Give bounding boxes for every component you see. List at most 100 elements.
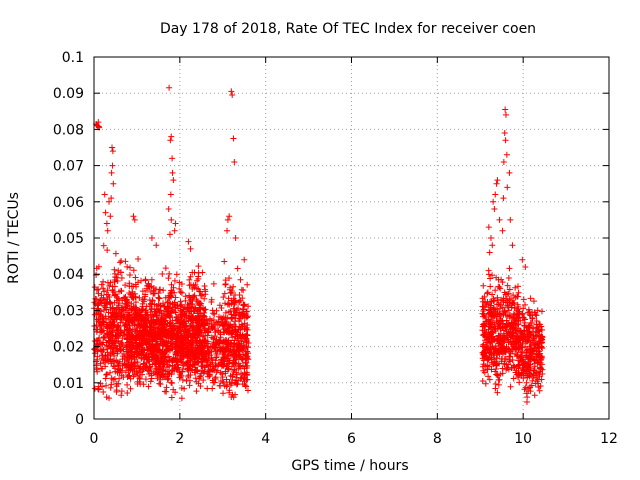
data-point	[167, 293, 174, 300]
data-point	[487, 275, 494, 282]
data-point	[220, 390, 227, 397]
data-point	[168, 133, 175, 140]
data-point	[162, 265, 169, 272]
data-point	[195, 355, 202, 362]
data-point	[147, 378, 154, 385]
data-point	[242, 371, 249, 378]
data-point	[166, 312, 173, 319]
data-point	[186, 301, 193, 308]
data-point	[187, 245, 194, 252]
data-point	[527, 295, 534, 302]
data-point	[209, 307, 216, 314]
data-point	[501, 361, 508, 368]
data-point	[522, 263, 529, 270]
data-point	[216, 302, 223, 309]
data-point	[230, 312, 237, 319]
data-point	[227, 346, 234, 353]
data-point	[500, 295, 507, 302]
data-point	[219, 371, 226, 378]
y-tick-label: 0	[75, 412, 84, 428]
data-point	[241, 333, 248, 340]
data-point	[516, 379, 523, 386]
data-point	[194, 333, 201, 340]
data-point	[199, 269, 206, 276]
data-point	[192, 281, 199, 288]
data-point	[203, 316, 210, 323]
data-point	[503, 111, 509, 118]
data-point	[229, 327, 236, 334]
data-point	[132, 274, 139, 281]
data-point	[504, 184, 511, 191]
data-point	[157, 381, 164, 388]
data-point	[232, 391, 239, 398]
data-point	[235, 348, 242, 355]
data-point	[158, 350, 165, 357]
data-point	[97, 380, 104, 387]
data-point	[126, 305, 133, 312]
data-point	[171, 277, 178, 284]
data-point	[231, 337, 238, 344]
data-point	[243, 364, 250, 371]
data-point	[531, 357, 538, 364]
data-point	[150, 313, 157, 320]
data-point	[142, 376, 149, 383]
data-point	[207, 363, 214, 370]
data-point	[167, 137, 174, 144]
data-point	[136, 375, 143, 382]
data-point	[109, 162, 116, 169]
data-point	[206, 321, 213, 328]
data-point	[204, 328, 211, 335]
data-point	[107, 356, 114, 363]
data-point	[209, 359, 216, 366]
data-point	[183, 377, 190, 384]
data-point	[224, 227, 231, 234]
data-point	[522, 301, 529, 308]
data-point	[181, 326, 188, 333]
data-point	[533, 321, 540, 328]
data-point	[164, 304, 171, 311]
data-point	[185, 373, 192, 380]
data-point	[499, 227, 506, 234]
data-point	[115, 330, 122, 337]
data-point	[151, 308, 158, 315]
data-point	[163, 364, 170, 371]
data-point	[500, 311, 507, 318]
data-point	[189, 366, 196, 373]
data-point	[493, 317, 500, 324]
data-point	[138, 333, 145, 340]
data-point	[104, 325, 111, 332]
data-point	[223, 319, 230, 326]
data-point	[494, 389, 501, 396]
data-point	[186, 331, 193, 338]
data-point	[240, 287, 247, 294]
data-point	[189, 317, 196, 324]
data-point	[507, 350, 514, 357]
data-point	[136, 307, 143, 314]
data-point	[126, 372, 133, 379]
data-point	[138, 355, 145, 362]
data-point	[505, 290, 512, 297]
data-point	[137, 341, 144, 348]
data-point	[149, 297, 156, 304]
data-point	[226, 275, 233, 282]
x-tick-label: 2	[175, 431, 184, 447]
data-point	[510, 310, 517, 317]
data-point	[106, 198, 113, 205]
data-point	[487, 318, 494, 325]
data-point	[520, 305, 527, 312]
data-point	[146, 371, 153, 378]
data-point	[130, 340, 137, 347]
data-point	[232, 326, 239, 333]
data-point	[222, 309, 229, 316]
data-point	[514, 321, 521, 328]
data-point	[186, 294, 193, 301]
data-point	[167, 347, 174, 354]
data-point	[118, 339, 125, 346]
data-point	[177, 373, 184, 380]
data-point	[115, 322, 122, 329]
data-point	[147, 324, 154, 331]
data-point	[143, 353, 150, 360]
data-point	[497, 305, 504, 312]
data-point	[492, 368, 499, 375]
data-point	[113, 309, 120, 316]
